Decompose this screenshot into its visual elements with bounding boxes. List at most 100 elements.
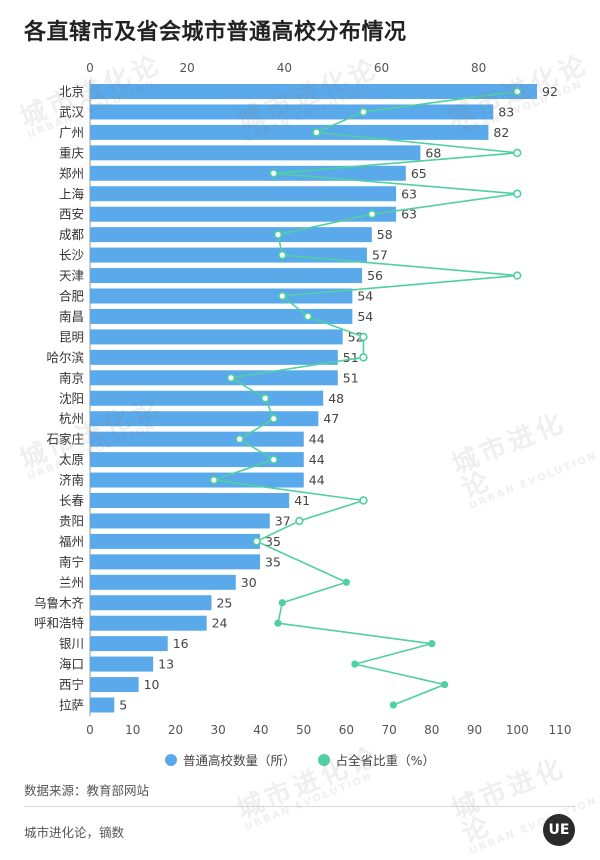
share-point[interactable]: [359, 332, 368, 342]
share-point[interactable]: [342, 578, 350, 586]
share-point[interactable]: [274, 619, 282, 627]
bar-value-label: 92: [542, 84, 558, 99]
bottom-axis-tick-label: 100: [506, 723, 529, 737]
bar[interactable]: [90, 493, 290, 508]
share-point[interactable]: [226, 373, 236, 382]
top-axis-tick-label: 80: [471, 61, 486, 75]
share-point[interactable]: [303, 312, 313, 321]
bottom-axis-tick-label: 40: [253, 723, 268, 737]
bar[interactable]: [90, 390, 324, 406]
share-point[interactable]: [428, 640, 436, 648]
bar[interactable]: [90, 677, 139, 693]
share-point[interactable]: [269, 455, 278, 464]
bar[interactable]: [90, 697, 115, 713]
bottom-axis-tick-label: 60: [339, 723, 354, 737]
bar[interactable]: [90, 165, 406, 181]
bar-value-label: 48: [328, 391, 344, 406]
category-label: 济南: [59, 473, 84, 488]
bar[interactable]: [90, 84, 537, 99]
bar[interactable]: [90, 595, 212, 611]
category-label: 天津: [59, 268, 84, 283]
share-point[interactable]: [209, 475, 219, 485]
category-label: 武汉: [59, 104, 85, 119]
bar[interactable]: [90, 206, 397, 222]
bar[interactable]: [90, 268, 363, 284]
legend-line-label: 占全省比重（%）: [335, 753, 435, 768]
bottom-axis-tick-label: 80: [424, 723, 439, 737]
category-label: 太原: [59, 452, 84, 467]
legend-item-line[interactable]: 占全省比重（%）: [317, 750, 435, 769]
share-point[interactable]: [260, 394, 270, 403]
share-point[interactable]: [278, 291, 287, 301]
bar-value-label: 44: [309, 432, 325, 447]
legend-item-bar[interactable]: 普通高校数量（所）: [165, 750, 296, 769]
bar[interactable]: [90, 574, 236, 590]
bar[interactable]: [90, 452, 304, 468]
share-point[interactable]: [278, 250, 287, 260]
bottom-axis-tick-label: 0: [86, 723, 94, 737]
share-point[interactable]: [441, 680, 449, 689]
bar[interactable]: [90, 104, 494, 120]
bar[interactable]: [90, 472, 304, 488]
bar[interactable]: [90, 329, 343, 345]
share-point[interactable]: [359, 353, 368, 362]
chart-canvas: 0 20 40 60 80 0 10 20 30 40 50 60 70 80 90 100 110 北京 92 武汉…: [34, 61, 572, 737]
share-point[interactable]: [252, 537, 261, 546]
share-point[interactable]: [513, 148, 522, 158]
bar[interactable]: [90, 431, 304, 447]
share-point[interactable]: [273, 230, 283, 239]
bar[interactable]: [90, 247, 367, 263]
category-label: 北京: [59, 84, 84, 99]
bar-value-label: 68: [425, 145, 441, 160]
category-label: 兰州: [59, 575, 84, 590]
bar[interactable]: [90, 656, 154, 672]
category-label: 长沙: [59, 248, 85, 263]
bar[interactable]: [90, 615, 207, 631]
bar[interactable]: [90, 227, 372, 243]
bar[interactable]: [90, 513, 270, 529]
share-point[interactable]: [312, 128, 321, 137]
bar[interactable]: [90, 370, 338, 386]
category-label: 海口: [59, 657, 84, 672]
top-axis-tick-label: 40: [277, 61, 292, 75]
bar-value-label: 41: [294, 493, 310, 508]
bar-value-label: 54: [357, 289, 373, 304]
category-label: 南京: [59, 370, 84, 385]
bar[interactable]: [90, 349, 338, 365]
bar[interactable]: [90, 124, 489, 140]
bottom-axis-tick-label: 70: [381, 723, 396, 737]
share-point[interactable]: [269, 414, 278, 423]
bar-value-label: 35: [265, 534, 281, 549]
share-point[interactable]: [269, 169, 278, 178]
share-point[interactable]: [359, 107, 368, 117]
share-point[interactable]: [359, 496, 368, 505]
bar[interactable]: [90, 554, 261, 570]
chart-title: 各直辖市及省会城市普通高校分布情况: [24, 20, 407, 45]
share-point[interactable]: [235, 434, 244, 444]
bar-value-label: 54: [357, 309, 373, 324]
bar[interactable]: [90, 186, 397, 202]
category-label: 贵阳: [59, 513, 84, 528]
bar-value-label: 24: [212, 616, 228, 631]
bottom-axis-tick-label: 110: [549, 723, 572, 737]
category-label: 杭州: [59, 411, 84, 426]
bar[interactable]: [90, 145, 421, 161]
share-point[interactable]: [351, 660, 359, 668]
share-point[interactable]: [513, 271, 522, 280]
bar[interactable]: [90, 533, 261, 549]
category-label: 合肥: [59, 289, 85, 304]
share-point[interactable]: [513, 87, 522, 96]
category-label: 郑州: [59, 166, 84, 181]
category-label: 长春: [59, 493, 85, 508]
bar-value-label: 82: [493, 125, 509, 140]
share-point[interactable]: [278, 599, 286, 607]
share-point[interactable]: [513, 189, 522, 198]
bar[interactable]: [90, 308, 353, 324]
bar[interactable]: [90, 636, 168, 652]
category-label: 沈阳: [59, 391, 84, 406]
share-point[interactable]: [367, 210, 377, 219]
bar[interactable]: [90, 411, 319, 427]
bar[interactable]: [90, 288, 353, 304]
share-point[interactable]: [295, 516, 304, 526]
share-point[interactable]: [389, 701, 397, 709]
